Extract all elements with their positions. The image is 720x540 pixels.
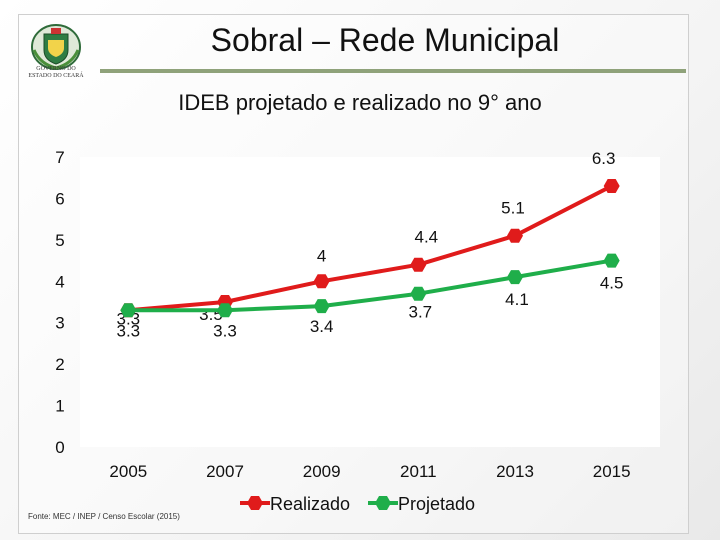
x-tick-label: 2013 (496, 462, 534, 481)
x-tick-label: 2011 (400, 462, 437, 481)
x-tick-label: 2005 (109, 462, 147, 481)
data-point-marker (313, 299, 330, 314)
data-label: 3.4 (310, 317, 334, 336)
series-line-projetado (128, 258, 613, 313)
data-point-marker (217, 303, 233, 318)
data-label: 3.7 (409, 303, 433, 322)
coat-of-arms-logo (31, 24, 81, 70)
title-rule (100, 69, 686, 73)
y-tick-label: 1 (55, 397, 64, 416)
y-tick-label: 3 (55, 314, 64, 333)
page-title: Sobral – Rede Municipal (210, 22, 560, 58)
data-label: 4 (317, 246, 326, 265)
legend-marker (247, 496, 263, 510)
y-tick-label: 0 (55, 438, 64, 457)
y-tick-label: 6 (55, 189, 64, 208)
legend-label: Realizado (270, 494, 350, 514)
logo-caption-line1: GOVERNO DO (36, 66, 76, 72)
x-tick-label: 2009 (303, 462, 341, 481)
chart-title: IDEB projetado e realizado no 9° ano (178, 90, 542, 115)
y-tick-label: 4 (55, 272, 64, 291)
y-tick-label: 2 (55, 355, 64, 374)
data-point-marker (603, 253, 620, 268)
series-line-realizado (128, 184, 613, 313)
y-tick-label: 5 (55, 231, 64, 250)
data-point-marker (410, 257, 427, 272)
data-label: 6.3 (592, 149, 616, 168)
data-label: 4.1 (505, 290, 529, 309)
data-label: 4.4 (415, 228, 439, 247)
logo-caption-line2: ESTADO DO CEARÁ (28, 73, 84, 79)
data-point-marker (603, 179, 620, 193)
source-note: Fonte: MEC / INEP / Censo Escolar (2015) (28, 512, 180, 521)
legend-marker (375, 496, 391, 510)
data-label: 3.3 (213, 321, 237, 340)
y-tick-label: 7 (55, 148, 64, 167)
data-point-marker (410, 286, 427, 301)
data-label: 3.3 (117, 321, 141, 340)
data-label: 4.5 (600, 274, 624, 293)
plot-area (80, 157, 660, 447)
data-point-marker (507, 228, 523, 243)
data-point-marker (313, 274, 330, 289)
logo-caption: GOVERNO DO ESTADO DO CEARÁ (24, 66, 88, 80)
data-point-marker (507, 270, 523, 285)
data-label: 3.3 (117, 309, 141, 328)
x-tick-label: 2015 (593, 462, 631, 481)
data-point-marker (120, 303, 137, 318)
legend-label: Projetado (398, 494, 475, 514)
data-label: 5.1 (501, 199, 525, 218)
x-tick-label: 2007 (206, 462, 244, 481)
